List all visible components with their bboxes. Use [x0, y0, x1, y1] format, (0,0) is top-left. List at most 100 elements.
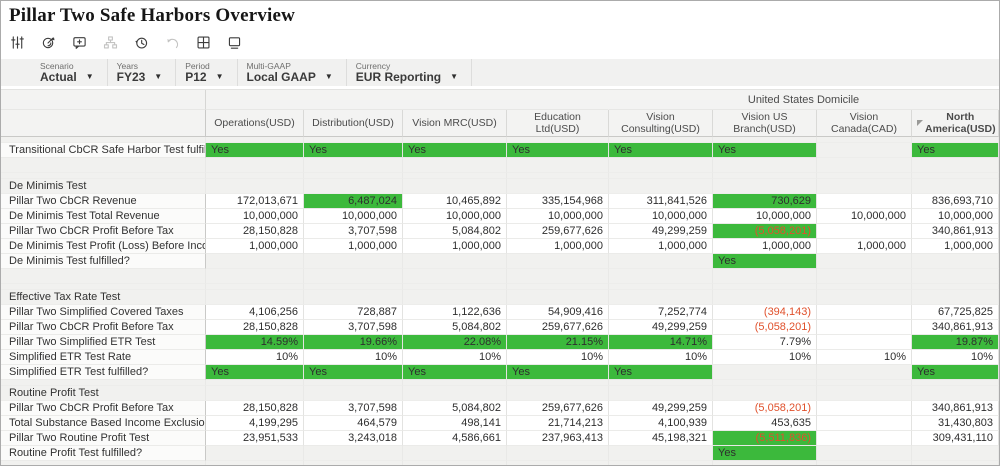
- data-cell[interactable]: 10%: [304, 350, 403, 365]
- data-cell[interactable]: 1,122,636: [403, 305, 507, 320]
- data-cell[interactable]: [817, 416, 912, 431]
- grid-layout-icon[interactable]: [194, 33, 213, 52]
- row-label[interactable]: De Minimis Test: [1, 179, 206, 194]
- data-cell[interactable]: [817, 446, 912, 461]
- row-label[interactable]: Pillar Two CbCR Profit Before Tax: [1, 320, 206, 335]
- data-cell[interactable]: 10%: [912, 350, 999, 365]
- row-label[interactable]: Total Substance Based Income Exclusion: [1, 416, 206, 431]
- data-cell[interactable]: 1,000,000: [403, 239, 507, 254]
- data-cell[interactable]: 10,000,000: [912, 209, 999, 224]
- data-cell[interactable]: 4,106,256: [206, 305, 304, 320]
- data-cell[interactable]: 464,579: [304, 416, 403, 431]
- data-cell[interactable]: Yes: [206, 143, 304, 158]
- row-label[interactable]: Pillar Two Routine Profit Test: [1, 431, 206, 446]
- data-cell[interactable]: 4,586,661: [403, 431, 507, 446]
- data-cell[interactable]: 10,000,000: [206, 209, 304, 224]
- column-header-operations-usd-[interactable]: Operations(USD): [206, 110, 304, 137]
- data-cell[interactable]: [912, 254, 999, 269]
- data-cell[interactable]: 172,013,671: [206, 194, 304, 209]
- row-label[interactable]: Pillar Two CbCR Profit Before Tax: [1, 401, 206, 416]
- submit-data-icon[interactable]: [39, 33, 58, 52]
- data-cell[interactable]: 340,861,913: [912, 224, 999, 239]
- data-cell[interactable]: 836,693,710: [912, 194, 999, 209]
- data-cell[interactable]: 5,084,802: [403, 224, 507, 239]
- row-label[interactable]: Simplified ETR Test fulfilled?: [1, 365, 206, 380]
- data-cell[interactable]: [206, 254, 304, 269]
- data-cell[interactable]: [817, 224, 912, 239]
- data-cell[interactable]: 31,430,803: [912, 416, 999, 431]
- data-cell[interactable]: 10,000,000: [609, 209, 713, 224]
- data-cell[interactable]: (5,058,201): [713, 320, 817, 335]
- data-cell[interactable]: 259,677,626: [507, 401, 609, 416]
- row-label[interactable]: Pillar Two CbCR Revenue: [1, 194, 206, 209]
- data-cell[interactable]: 5,084,802: [403, 320, 507, 335]
- data-cell[interactable]: 10,000,000: [817, 209, 912, 224]
- data-cell[interactable]: [206, 446, 304, 461]
- data-cell[interactable]: 5,084,802: [403, 401, 507, 416]
- data-cell[interactable]: 1,000,000: [206, 239, 304, 254]
- data-cell[interactable]: 453,635: [713, 416, 817, 431]
- row-label[interactable]: Simplified ETR Test Rate: [1, 350, 206, 365]
- pov-dropdown-multi-gaap[interactable]: Multi-GAAP Local GAAP ▼: [238, 59, 347, 86]
- data-cell[interactable]: 3,243,018: [304, 431, 403, 446]
- row-label[interactable]: Transitional CbCR Safe Harbor Test fulfi…: [1, 143, 206, 158]
- data-cell[interactable]: 498,141: [403, 416, 507, 431]
- data-cell[interactable]: Yes: [912, 143, 999, 158]
- data-cell[interactable]: 1,000,000: [912, 239, 999, 254]
- row-label[interactable]: Pillar Two Simplified Covered Taxes: [1, 305, 206, 320]
- data-cell[interactable]: 1,000,000: [507, 239, 609, 254]
- data-cell[interactable]: [507, 446, 609, 461]
- data-cell[interactable]: [817, 335, 912, 350]
- history-icon[interactable]: [132, 33, 151, 52]
- data-cell[interactable]: 67,725,825: [912, 305, 999, 320]
- data-cell[interactable]: 10%: [507, 350, 609, 365]
- data-cell[interactable]: [713, 365, 817, 380]
- data-cell[interactable]: 22.08%: [403, 335, 507, 350]
- data-cell[interactable]: Yes: [403, 365, 507, 380]
- row-label[interactable]: Effective Tax Rate Test: [1, 290, 206, 305]
- pov-dropdown-years[interactable]: Years FY23 ▼: [108, 59, 177, 86]
- row-label[interactable]: De Minimis Test Profit (Loss) Before Inc…: [1, 239, 206, 254]
- data-cell[interactable]: 28,150,828: [206, 401, 304, 416]
- pov-dropdown-currency[interactable]: Currency EUR Reporting ▼: [347, 59, 473, 86]
- data-cell[interactable]: 728,887: [304, 305, 403, 320]
- data-cell[interactable]: Yes: [403, 143, 507, 158]
- row-label[interactable]: Routine Profit Test: [1, 386, 206, 401]
- data-cell[interactable]: [609, 446, 713, 461]
- data-cell[interactable]: [507, 254, 609, 269]
- data-cell[interactable]: [817, 254, 912, 269]
- pov-dropdown-scenario[interactable]: Scenario Actual ▼: [31, 59, 108, 86]
- data-cell[interactable]: [817, 365, 912, 380]
- data-cell[interactable]: 259,677,626: [507, 320, 609, 335]
- data-cell[interactable]: 1,000,000: [304, 239, 403, 254]
- data-cell[interactable]: Yes: [713, 254, 817, 269]
- data-cell[interactable]: 45,198,321: [609, 431, 713, 446]
- data-cell[interactable]: 3,707,598: [304, 401, 403, 416]
- data-cell[interactable]: 10,000,000: [507, 209, 609, 224]
- pov-dropdown-period[interactable]: Period P12 ▼: [176, 59, 238, 86]
- data-cell[interactable]: 21,714,213: [507, 416, 609, 431]
- data-cell[interactable]: 49,299,259: [609, 224, 713, 239]
- data-cell[interactable]: [403, 254, 507, 269]
- data-cell[interactable]: (5,058,201): [713, 224, 817, 239]
- column-header-north-america-usd-[interactable]: North America(USD): [912, 110, 999, 137]
- data-cell[interactable]: 10%: [817, 350, 912, 365]
- data-cell[interactable]: 19.66%: [304, 335, 403, 350]
- data-cell[interactable]: 335,154,968: [507, 194, 609, 209]
- data-cell[interactable]: Yes: [206, 365, 304, 380]
- data-cell[interactable]: 3,707,598: [304, 224, 403, 239]
- data-cell[interactable]: Yes: [609, 365, 713, 380]
- data-cell[interactable]: 1,000,000: [609, 239, 713, 254]
- data-cell[interactable]: 309,431,110: [912, 431, 999, 446]
- data-cell[interactable]: 10,000,000: [304, 209, 403, 224]
- column-header-education-ltd-usd-[interactable]: Education Ltd(USD): [507, 110, 609, 137]
- column-header-vision-consulting-usd-[interactable]: Vision Consulting(USD): [609, 110, 713, 137]
- data-cell[interactable]: (394,143): [713, 305, 817, 320]
- data-cell[interactable]: Yes: [507, 143, 609, 158]
- data-cell[interactable]: 1,000,000: [817, 239, 912, 254]
- data-cell[interactable]: 10%: [713, 350, 817, 365]
- data-cell[interactable]: [403, 446, 507, 461]
- data-cell[interactable]: 311,841,526: [609, 194, 713, 209]
- data-cell[interactable]: 4,100,939: [609, 416, 713, 431]
- data-cell[interactable]: 23,951,533: [206, 431, 304, 446]
